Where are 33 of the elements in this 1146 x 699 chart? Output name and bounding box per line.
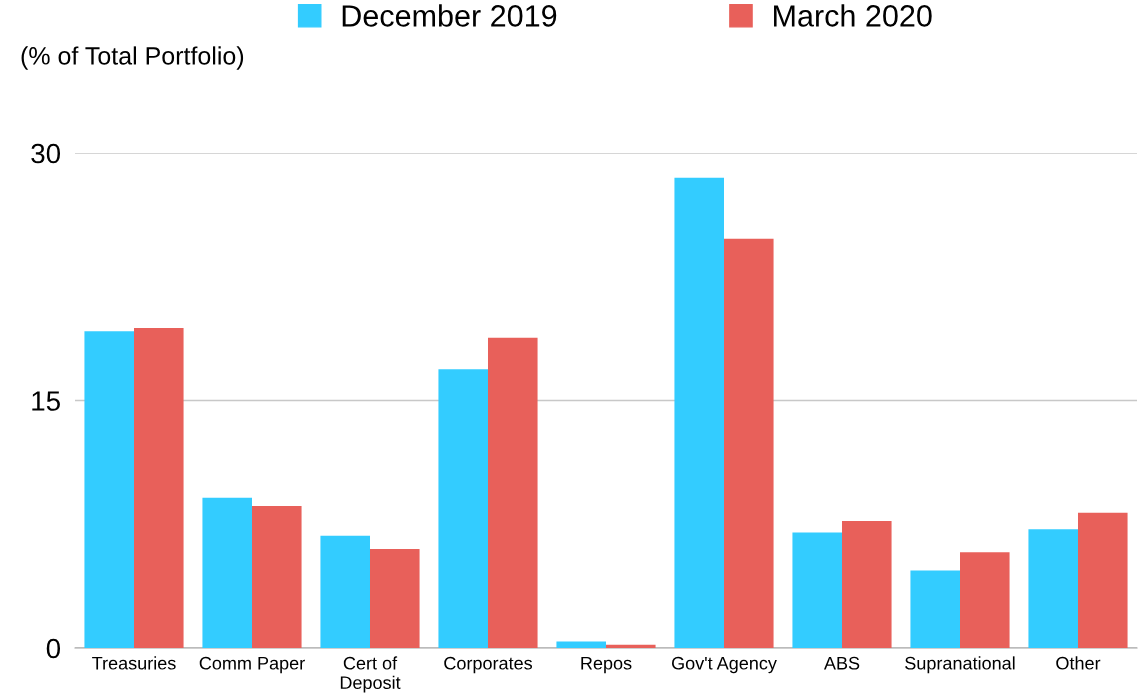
bar [134,327,184,648]
bar [488,337,538,648]
x-tick-label: Cert of Deposit [340,656,401,693]
bar [792,532,842,648]
x-tick-label: Gov't Agency [672,656,777,674]
bar [674,177,724,648]
legend-label: March 2020 [774,4,932,27]
y-tick-label: 30 [31,143,61,164]
bar [252,506,302,648]
bar [438,369,488,648]
y-tick-label: 0 [46,638,61,659]
x-tick-label: Corporates [444,656,533,674]
x-tick-label: Other [1056,656,1101,670]
x-tick-label: ABS [823,656,860,670]
bar [842,520,892,648]
y-axis-title: (% of Total Portfolio) [21,46,244,70]
bar [202,497,252,648]
bar [1028,529,1078,648]
bar [1078,512,1128,648]
x-tick-label: Treasuries [92,656,176,670]
bar [84,331,134,648]
bar [556,641,606,648]
x-tick-label: Repos [581,657,632,674]
bar [320,535,370,648]
x-tick-label: Comm Paper [199,656,305,674]
bar [910,570,960,648]
bar [960,552,1010,648]
bar [724,238,774,648]
x-tick-label: Supranational [905,656,1015,674]
y-tick-label: 15 [32,391,60,411]
bar [370,549,420,648]
bar [606,644,656,648]
legend-label: December 2019 [342,4,557,27]
